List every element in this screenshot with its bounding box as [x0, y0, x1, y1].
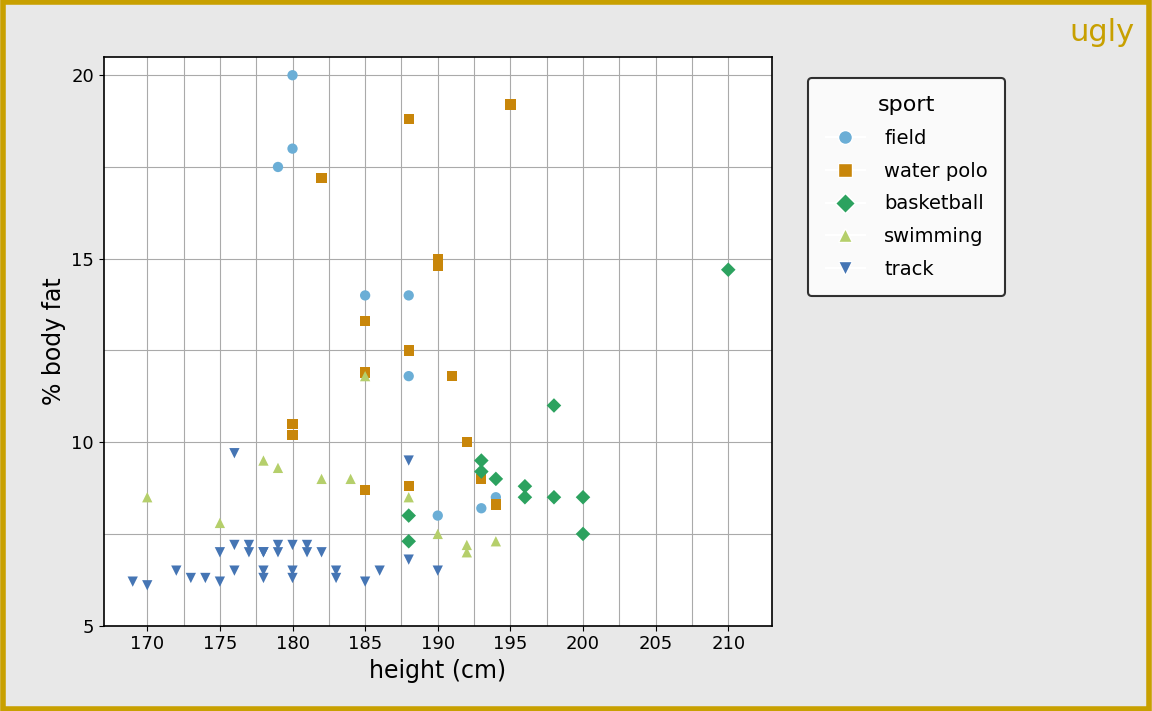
Point — [312, 547, 331, 558]
Point — [138, 579, 157, 591]
Point — [268, 161, 287, 173]
Point — [327, 565, 346, 577]
Point — [268, 462, 287, 474]
Point — [123, 576, 142, 587]
Point — [457, 547, 476, 558]
Point — [283, 418, 302, 429]
Point — [283, 565, 302, 577]
Point — [211, 547, 229, 558]
Point — [356, 316, 374, 327]
Point — [400, 491, 418, 503]
Point — [486, 499, 505, 510]
Point — [225, 565, 243, 577]
Point — [255, 547, 273, 558]
Point — [312, 172, 331, 183]
Point — [255, 547, 273, 558]
Point — [298, 547, 317, 558]
Point — [400, 535, 418, 547]
Point — [457, 539, 476, 550]
Point — [444, 370, 462, 382]
Point — [400, 114, 418, 125]
Point — [356, 370, 374, 382]
Point — [400, 289, 418, 301]
Point — [211, 517, 229, 528]
Point — [225, 447, 243, 459]
Point — [298, 539, 317, 550]
Point — [501, 99, 520, 110]
Point — [545, 400, 563, 411]
Point — [429, 260, 447, 272]
Point — [574, 491, 592, 503]
Point — [486, 474, 505, 485]
Point — [429, 510, 447, 521]
Point — [429, 253, 447, 264]
Point — [240, 539, 258, 550]
Point — [486, 535, 505, 547]
Point — [400, 345, 418, 356]
Point — [574, 528, 592, 540]
Point — [472, 466, 491, 477]
Point — [356, 576, 374, 587]
Point — [283, 572, 302, 584]
Point — [255, 565, 273, 577]
Point — [472, 474, 491, 485]
Point — [400, 455, 418, 466]
Point — [429, 565, 447, 577]
Point — [400, 510, 418, 521]
Point — [255, 572, 273, 584]
Point — [225, 539, 243, 550]
Point — [719, 264, 737, 275]
Point — [240, 547, 258, 558]
Point — [283, 143, 302, 154]
Point — [400, 370, 418, 382]
Point — [486, 491, 505, 503]
Point — [429, 528, 447, 540]
Point — [182, 572, 200, 584]
Text: ugly: ugly — [1069, 18, 1135, 47]
Point — [516, 491, 535, 503]
Point — [472, 503, 491, 514]
Point — [356, 289, 374, 301]
Point — [283, 429, 302, 441]
Point — [341, 474, 359, 485]
Point — [516, 481, 535, 492]
Point — [196, 572, 214, 584]
Point — [545, 491, 563, 503]
Point — [472, 455, 491, 466]
Point — [283, 539, 302, 550]
Point — [255, 455, 273, 466]
Point — [283, 70, 302, 81]
Point — [138, 491, 157, 503]
Y-axis label: % body fat: % body fat — [41, 277, 66, 405]
Point — [400, 481, 418, 492]
Point — [356, 367, 374, 378]
Point — [371, 565, 389, 577]
Point — [400, 554, 418, 565]
Point — [167, 565, 185, 577]
Point — [356, 484, 374, 496]
Point — [457, 437, 476, 448]
Point — [268, 539, 287, 550]
X-axis label: height (cm): height (cm) — [369, 659, 507, 683]
Point — [211, 576, 229, 587]
Point — [312, 474, 331, 485]
Point — [268, 547, 287, 558]
Point — [327, 572, 346, 584]
Legend: field, water polo, basketball, swimming, track: field, water polo, basketball, swimming,… — [809, 78, 1006, 296]
